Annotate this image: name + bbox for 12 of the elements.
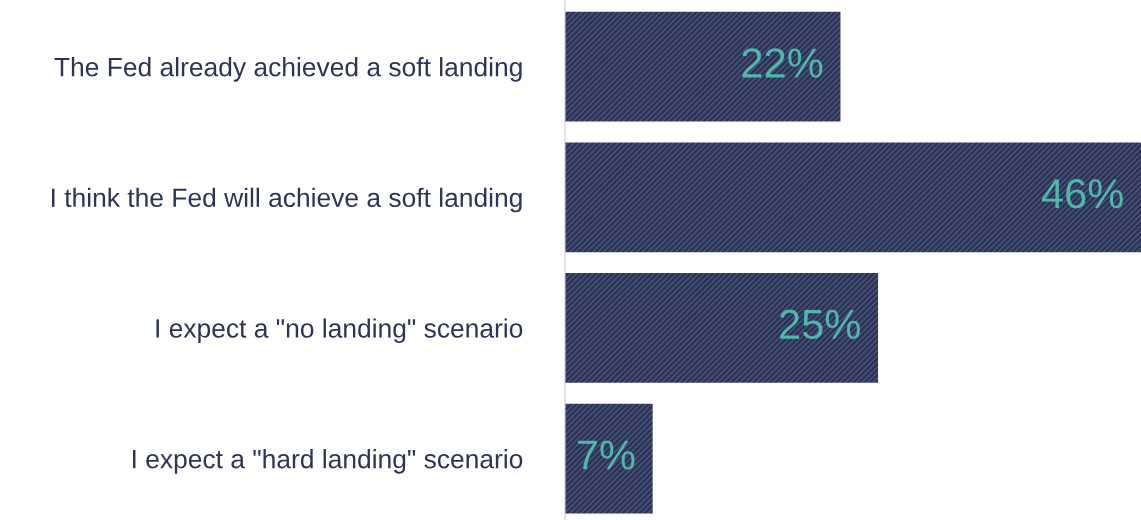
data-label: 22% [742, 48, 823, 78]
data-label: 46% [1041, 178, 1123, 209]
bar [565, 142, 1141, 253]
data-label: 7% [577, 440, 635, 470]
bar [565, 273, 879, 383]
bar [565, 403, 653, 514]
y-tick-label: I expect a "hard landing" scenario [132, 449, 523, 474]
bar [565, 11, 841, 122]
y-tick-label: I expect a "no landing" scenario [156, 318, 523, 343]
data-label: 25% [780, 309, 860, 340]
y-tick-label: The Fed already achieved a soft landing [54, 57, 522, 82]
y-tick-label: I think the Fed will achieve a soft landing [52, 187, 522, 213]
